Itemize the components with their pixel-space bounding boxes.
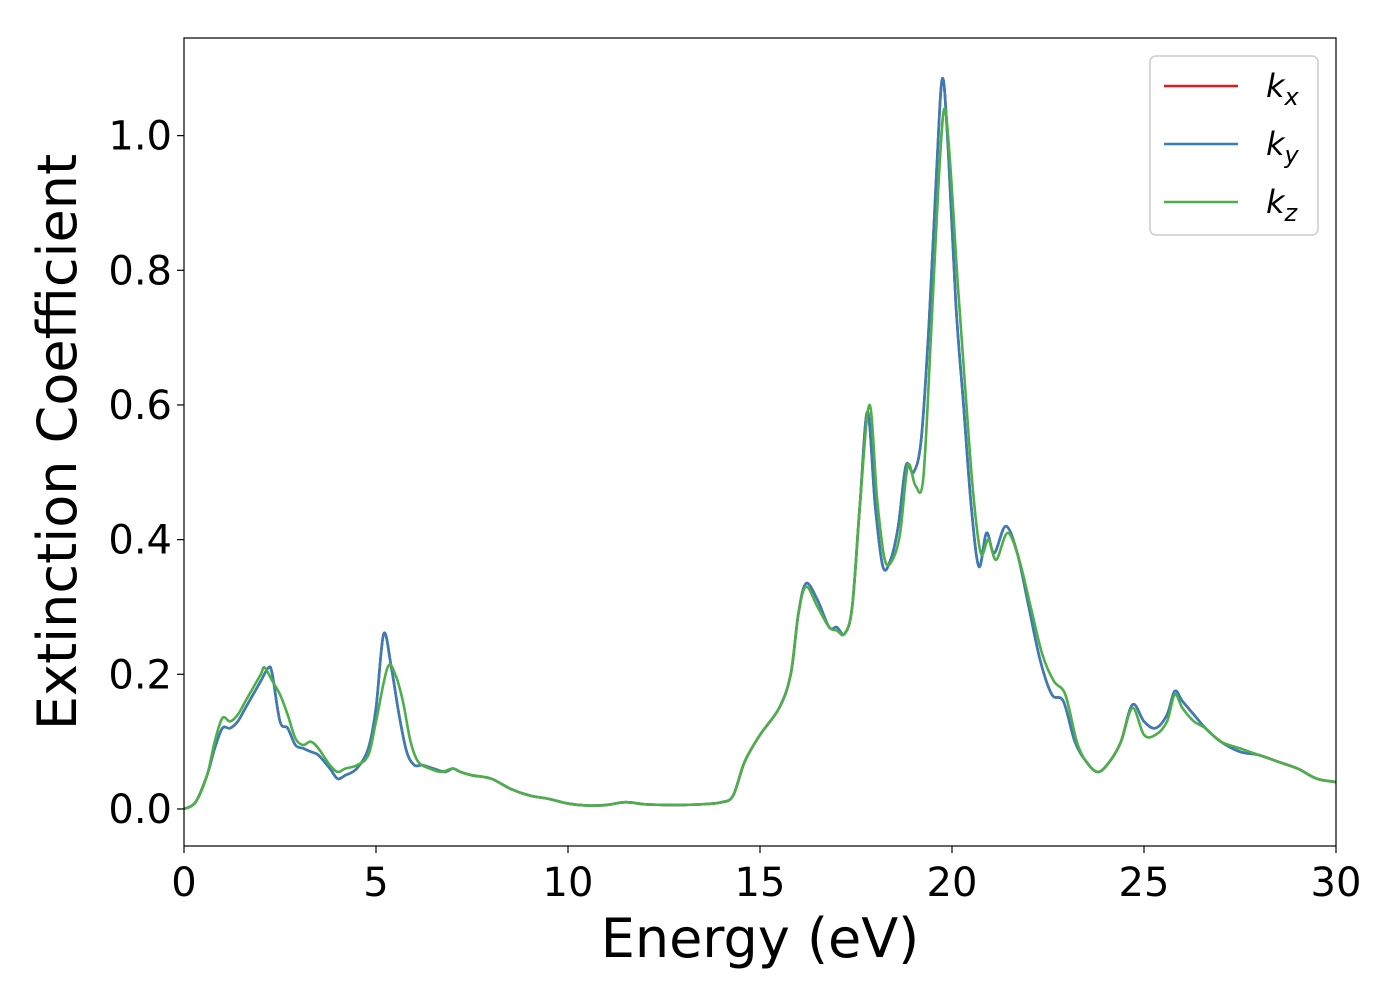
x-tick-label: 20 [927,860,978,906]
y-tick-label: 0.0 [108,787,172,833]
legend: kx ky kz [1149,55,1319,236]
x-tick-label: 10 [543,860,594,906]
legend-label-k-z: kz [1266,183,1299,227]
legend-label-k-y: ky [1266,125,1300,169]
y-axis-label: Extinction Coefficient [26,154,89,730]
y-tick-label: 0.4 [108,518,172,564]
x-tick-label: 15 [735,860,786,906]
y-tick-label: 0.2 [108,652,172,698]
y-tick-label: 1.0 [108,114,172,160]
x-tick-label: 30 [1311,860,1362,906]
series-lines [183,77,1337,811]
x-axis-ticks: 0 5 10 15 20 25 30 [171,846,1361,906]
y-tick-label: 0.8 [108,248,172,294]
x-tick-label: 25 [1119,860,1170,906]
x-tick-label: 5 [363,860,388,906]
series-line-k-z [183,107,1337,811]
y-axis-ticks: 0.0 0.2 0.4 0.6 0.8 1.0 [108,114,184,833]
legend-label-k-x: kx [1266,67,1300,111]
x-axis-label: Energy (eV) [601,907,920,970]
legend-box [1149,55,1319,236]
y-tick-label: 0.6 [108,383,172,429]
x-tick-label: 0 [171,860,196,906]
legend-entries: kx ky kz [1164,67,1300,227]
